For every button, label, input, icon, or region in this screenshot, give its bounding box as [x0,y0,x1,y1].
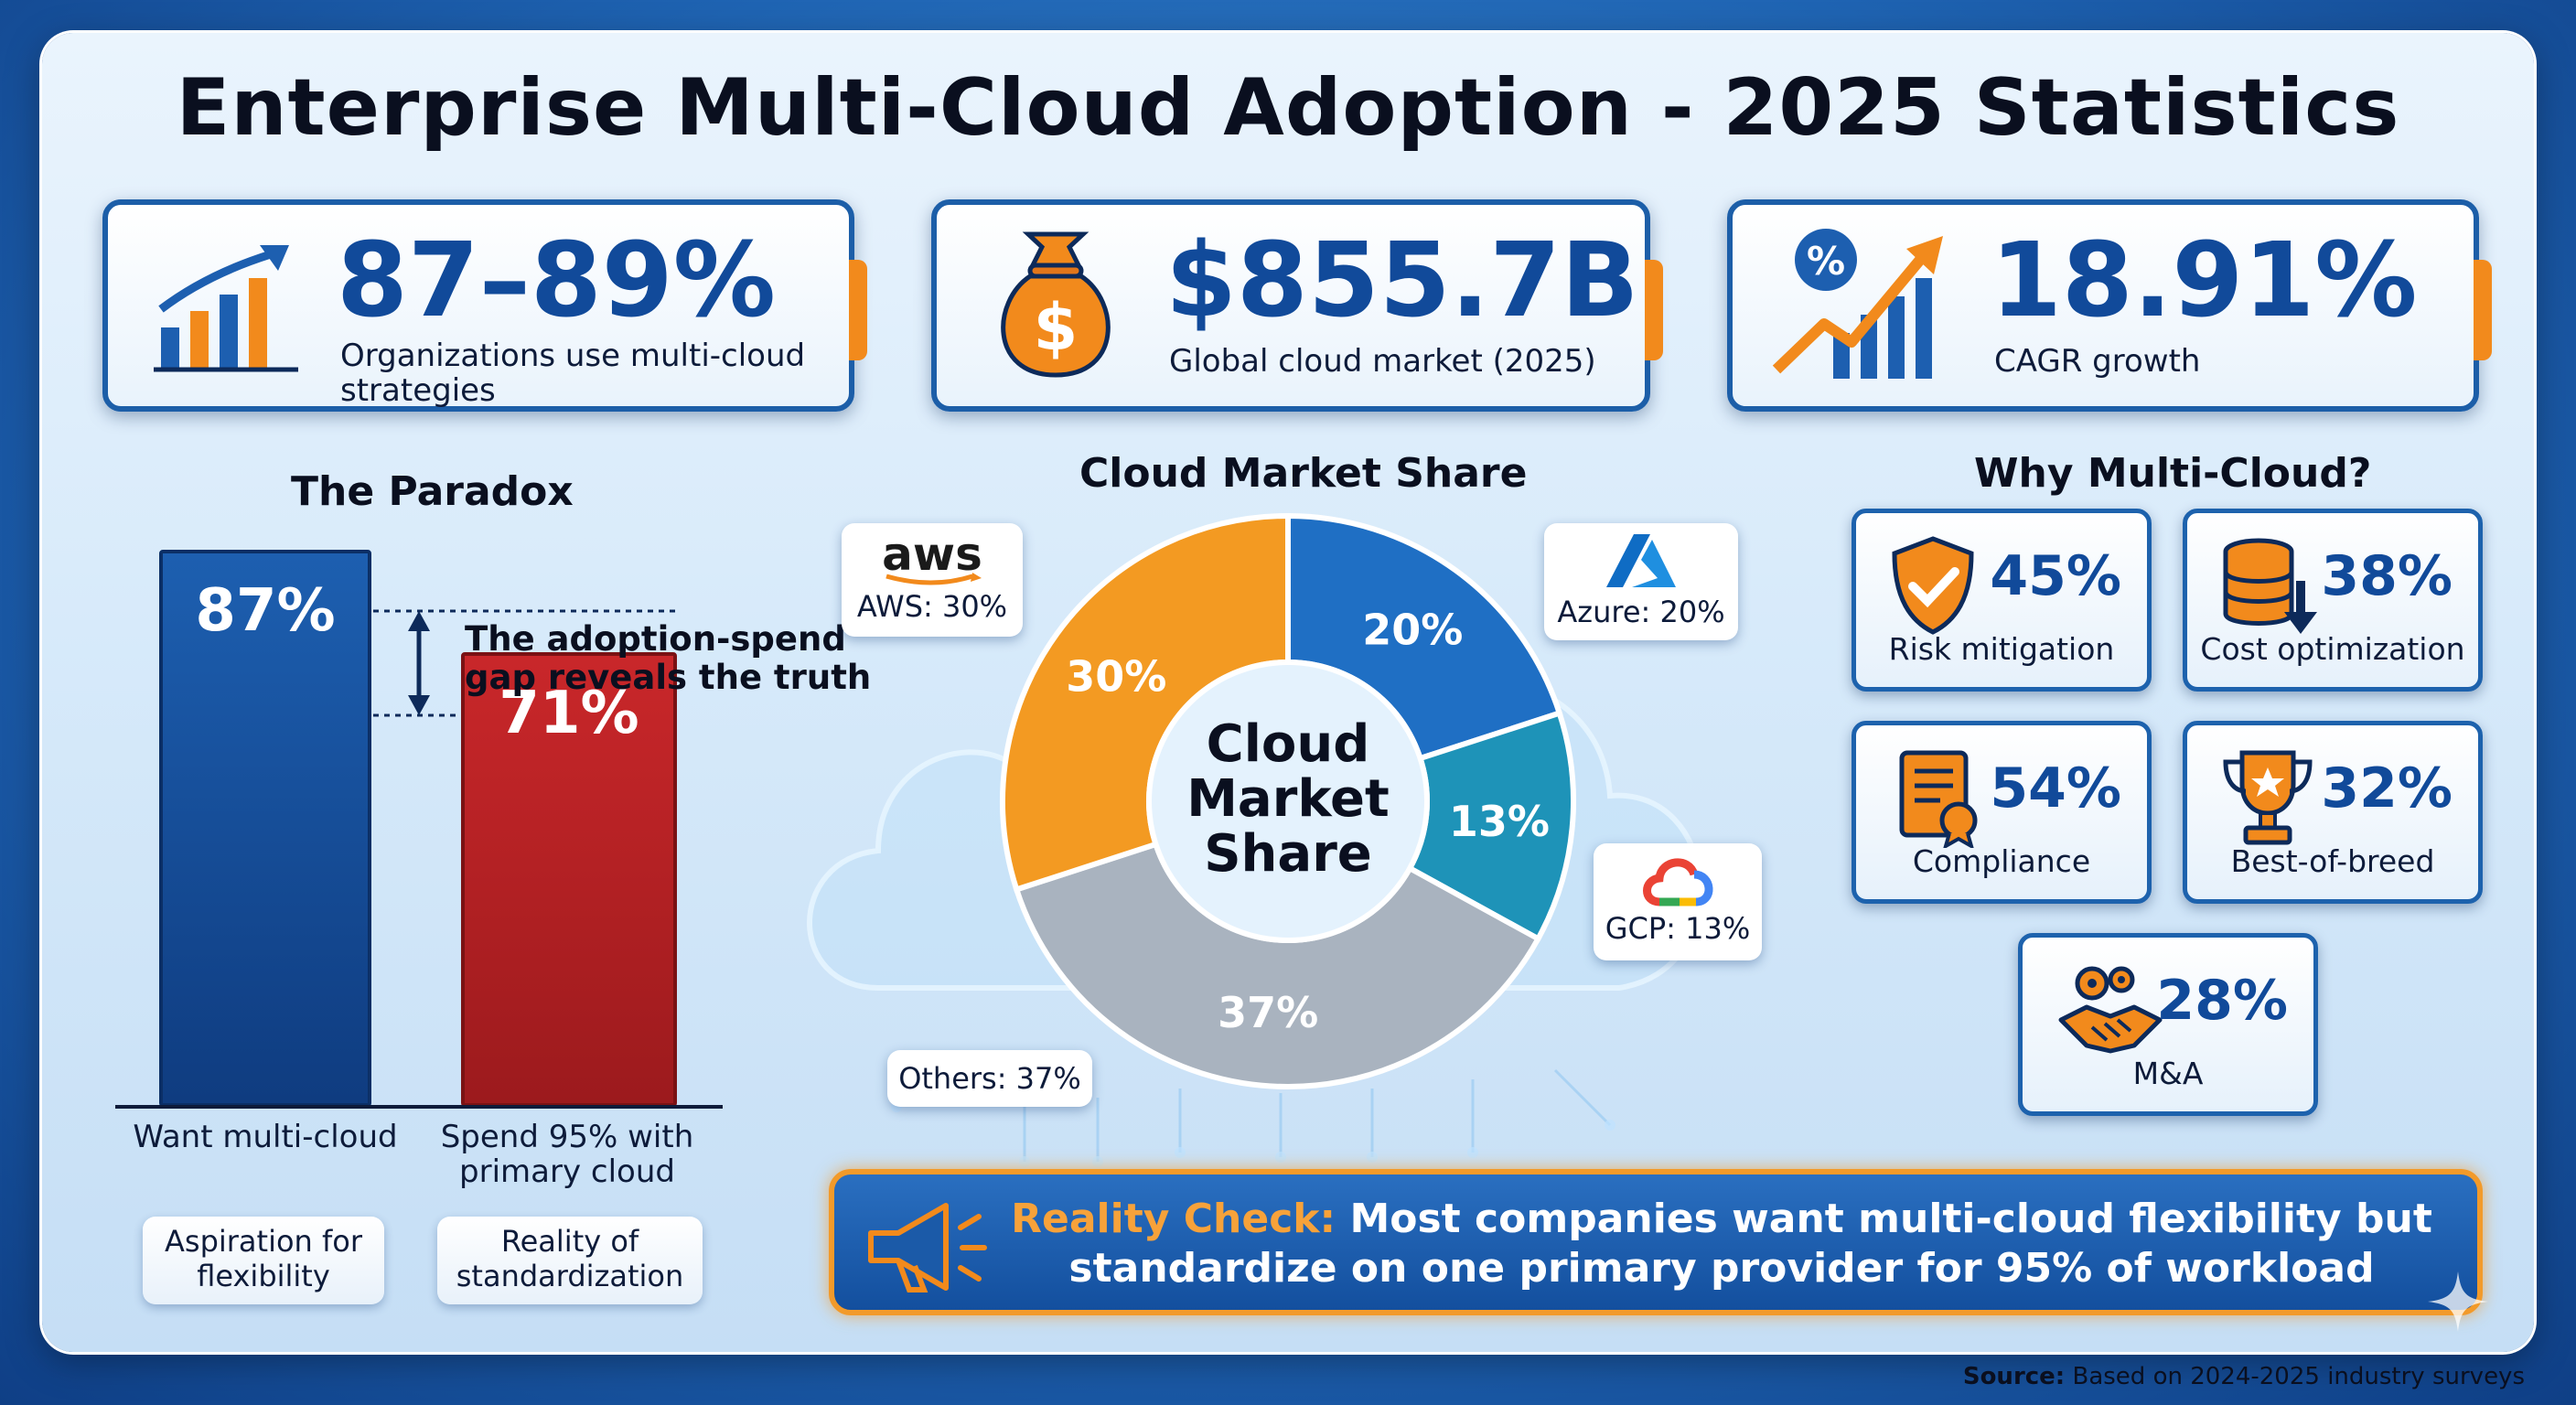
bar-label-spend: Spend 95% with primary cloud [421,1120,714,1189]
source-label: Source: [1962,1363,2066,1390]
bar-label-spend-line2: primary cloud [459,1153,675,1190]
coins-down-icon [2223,538,2317,634]
market-title: Cloud Market Share [1079,450,1528,497]
reality-line1: Most companies want multi-cloud flexibil… [1336,1196,2432,1242]
callout-azure: Azure: 20% [1544,523,1738,640]
bar-label-want: Want multi-cloud [133,1119,398,1155]
kpi-value: 87–89% [337,221,776,340]
percent-growth-icon: % [1772,229,1943,379]
megaphone-icon [868,1203,987,1292]
why-card-ma: 28% M&A [2018,933,2318,1116]
kpi-label: Organizations use multi-cloud strategies [340,338,805,408]
callout-aws-text: AWS: 30% [856,589,1008,624]
callout-aws: aws AWS: 30% [842,523,1023,637]
reality-line2: standardize on one primary provider for … [1068,1245,2375,1292]
chip-reality-line2: standardization [456,1259,684,1293]
bar-chart-growth-icon [154,245,298,372]
donut-center-line1: Cloud [1206,714,1370,774]
page-title: Enterprise Multi-Cloud Adoption - 2025 S… [176,62,2400,154]
why-label: Risk mitigation [1888,631,2115,667]
why-card-compliance: 54% Compliance [1852,721,2152,904]
bar-value-label: 71% [499,680,639,747]
kpi-value: 18.91% [1991,221,2418,340]
kpi-label: Global cloud market (2025) [1169,343,1596,380]
handshake-gears-icon [2058,966,2163,1054]
bar-spend-primary [461,652,677,1107]
kpi-label-line1: Organizations use multi-cloud [340,338,806,374]
gap-note: The adoption-spend gap reveals the truth [465,620,871,697]
why-label: Cost optimization [2200,631,2465,667]
slice-label-azure: 20% [1362,605,1463,654]
why-pct: 45% [1990,544,2121,608]
kpi-tab [1645,260,1663,360]
aws-smile-icon [886,573,982,585]
kpi-label-line2: strategies [340,372,496,409]
gap-note-line1: The adoption-spend [465,619,846,659]
svg-text:$: $ [1034,290,1079,365]
source-note: Source: Based on 2024-2025 industry surv… [1963,1363,2525,1390]
certificate-icon [1899,750,1978,848]
callout-azure-text: Azure: 20% [1557,595,1725,629]
kpi-label: CAGR growth [1994,343,2201,380]
chip-aspiration: Aspiration for flexibility [143,1217,384,1304]
kpi-tab [849,260,867,360]
kpi-tab [2474,260,2492,360]
why-card-risk: 45% Risk mitigation [1852,509,2152,692]
source-text: Based on 2024-2025 industry surveys [2065,1363,2525,1390]
kpi-card-multicloud: 87–89% Organizations use multi-cloud str… [102,199,867,412]
slice-label-others: 37% [1218,988,1318,1037]
slice-label-aws: 30% [1066,652,1166,702]
gcp-logo-icon [1643,858,1713,906]
callout-others-text: Others: 37% [898,1061,1081,1096]
sparkle-icon [2428,1271,2488,1332]
chip-aspiration-line1: Aspiration for [165,1224,362,1259]
callout-gcp-text: GCP: 13% [1605,911,1751,946]
callout-others: Others: 37% [887,1050,1092,1107]
shield-check-icon [1892,536,1974,635]
bar-value-label: 87% [195,577,336,645]
paradox-title: The Paradox [291,468,574,515]
why-card-cost: 38% Cost optimization [2183,509,2483,692]
reality-highlight: Reality Check: [1011,1196,1336,1242]
why-card-best: 32% Best-of-breed [2183,721,2483,904]
kpi-card-market: $ $855.7B Global cloud market (2025) [931,199,1663,412]
donut-center-text: Cloud Market Share [1151,717,1425,882]
azure-logo-icon [1606,534,1676,587]
trophy-icon [2223,750,2313,845]
slice-label-gcp: 13% [1449,797,1550,846]
money-bag-icon: $ [1001,231,1111,378]
aws-logo: aws [882,528,982,581]
gap-note-line2: gap reveals the truth [465,658,872,697]
why-pct: 54% [1990,756,2121,820]
chip-reality: Reality of standardization [437,1217,703,1304]
why-label: M&A [2132,1056,2204,1091]
reality-check-banner: Reality Check: Most companies want multi… [829,1169,2483,1315]
bar-want-multicloud [159,550,371,1107]
kpi-card-cagr: % 18.91% CAGR growth [1727,199,2492,412]
why-label: Compliance [1912,843,2091,879]
kpi-value: $855.7B [1165,221,1639,340]
svg-text:%: % [1807,239,1845,284]
donut-center-line2: Market [1186,769,1390,829]
reality-check-text: Reality Check: Most companies want multi… [990,1195,2453,1293]
why-pct: 32% [2321,756,2453,820]
callout-gcp: GCP: 13% [1594,843,1762,960]
why-pct: 38% [2321,544,2453,608]
donut-center-line3: Share [1204,824,1372,884]
chip-aspiration-line2: flexibility [197,1259,330,1293]
why-title: Why Multi-Cloud? [1974,450,2372,497]
why-pct: 28% [2156,969,2288,1033]
chip-reality-line1: Reality of [500,1224,639,1259]
bar-label-spend-line1: Spend 95% with [440,1119,694,1155]
why-label: Best-of-breed [2230,843,2435,879]
